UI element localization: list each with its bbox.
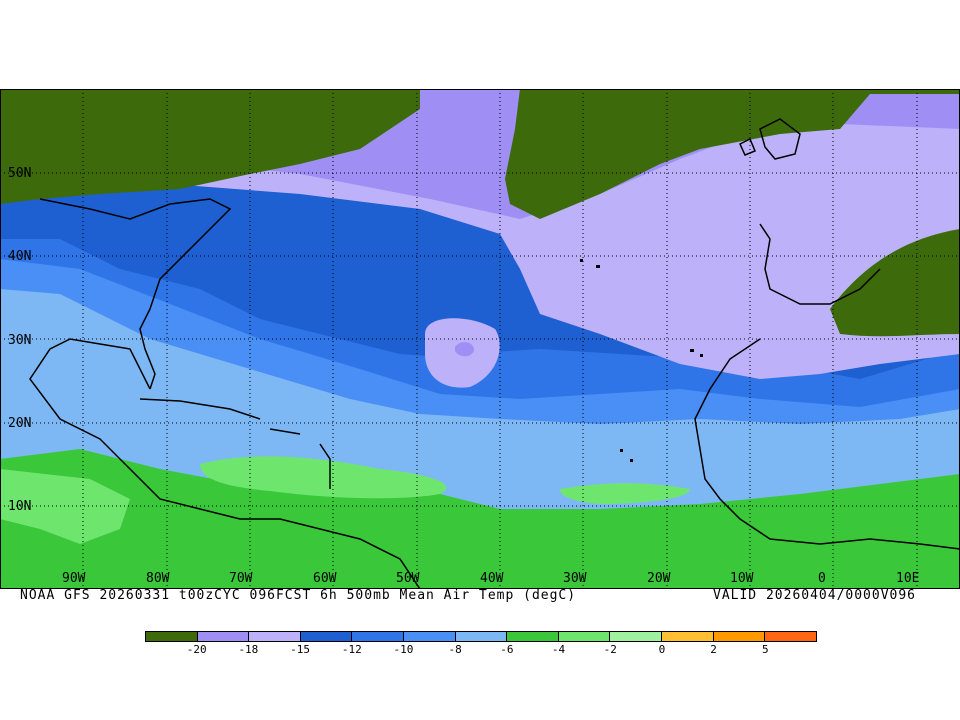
lon-label-30w: 30W <box>563 571 587 586</box>
gulf-coast <box>29 338 421 589</box>
africa-iberia-land <box>830 229 960 337</box>
caption-title: NOAA GFS 20260331 t00zCYC 096FCST 6h 500… <box>20 588 577 603</box>
band-minus2-to-0 <box>200 456 447 499</box>
colorbar-swatch <box>713 632 766 641</box>
colorbar <box>145 631 817 642</box>
band-minus12-region-inner <box>0 204 520 359</box>
colorbar-swatch <box>610 632 663 641</box>
lon-label-70w: 70W <box>229 571 253 586</box>
colorbar-swatch <box>455 632 508 641</box>
colorbar-swatch <box>765 632 816 641</box>
colorbar-label: -18 <box>238 643 259 656</box>
lon-label-90w: 90W <box>62 571 86 586</box>
colorbar-swatch <box>507 632 559 641</box>
colorbar-label: -15 <box>290 643 310 656</box>
lon-label-20w: 20W <box>647 571 671 586</box>
colorbar-label: -10 <box>393 643 414 656</box>
north-america-east-coast <box>39 198 232 390</box>
lat-label-30n: 30N <box>8 333 31 348</box>
colorbar-label: -4 <box>551 643 566 656</box>
iberia-coast <box>759 223 881 305</box>
colorbar-swatch <box>352 632 405 641</box>
lat-label-40n: 40N <box>8 249 31 264</box>
colorbar-swatch <box>300 632 353 641</box>
lon-label-40w: 40W <box>480 571 504 586</box>
caption-valid-time: VALID 20260404/0000V096 <box>713 588 917 603</box>
colorbar-swatch <box>558 632 611 641</box>
africa-west-coast <box>694 338 960 550</box>
colorbar-swatch <box>197 632 250 641</box>
map-panel: 50N 40N 30N 20N 10N 90W 80W 70W 60W 50W … <box>0 89 960 589</box>
map-caption: NOAA GFS 20260331 t00zCYC 096FCST 6h 500… <box>0 588 960 606</box>
colorbar-label: -2 <box>603 643 617 656</box>
lat-label-20n: 20N <box>8 416 31 431</box>
colorbar-label: -8 <box>448 643 462 656</box>
band-minus2-to-0-east <box>560 483 690 504</box>
lon-label-10w: 10W <box>730 571 754 586</box>
colorbar-swatch <box>662 632 714 641</box>
colorbar-swatch <box>249 632 301 641</box>
colorbar-label: 5 <box>761 643 769 656</box>
europe-north-land <box>505 89 960 219</box>
temperature-map: 50N 40N 30N 20N 10N 90W 80W 70W 60W 50W … <box>0 89 960 589</box>
colorbar-label: -20 <box>186 643 207 656</box>
lon-label-50w: 50W <box>396 571 420 586</box>
caribbean-islands <box>139 398 331 489</box>
lon-label-10e: 10E <box>896 571 919 586</box>
colorbar-label: 2 <box>710 643 717 656</box>
cold-lens-core <box>455 342 475 357</box>
british-isles <box>739 118 801 160</box>
gridlines <box>0 89 960 589</box>
colorbar-swatch <box>404 632 456 641</box>
lat-label-10n: 10N <box>8 499 31 514</box>
north-america-land <box>0 89 420 204</box>
lon-label-60w: 60W <box>313 571 337 586</box>
colorbar-label: -12 <box>341 643 362 656</box>
lon-label-0: 0 <box>818 571 826 586</box>
lon-label-80w: 80W <box>146 571 170 586</box>
colorbar-swatch <box>146 632 198 641</box>
lat-label-50n: 50N <box>8 166 31 181</box>
colorbar-labels: -20 -18 -15 -12 -10 -8 -6 -4 -2 0 2 5 <box>145 643 817 659</box>
colorbar-label: 0 <box>658 643 666 656</box>
colorbar-label: -6 <box>500 643 514 656</box>
